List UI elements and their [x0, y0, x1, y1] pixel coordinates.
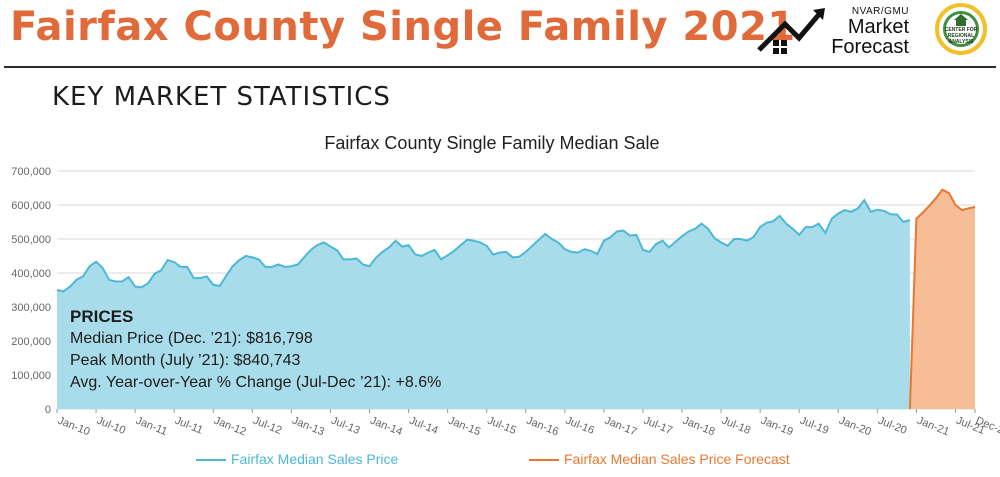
logo-market: Market: [847, 16, 909, 38]
y-tick-label: 600,000: [11, 200, 51, 212]
actual-area-fill: [57, 200, 910, 409]
house-chart-icon: [757, 8, 825, 54]
logo-nvar-gmu: NVAR/GMU: [851, 6, 909, 17]
x-tick-label: Jul-18: [720, 415, 752, 437]
x-tick-label: Jul-15: [486, 415, 518, 437]
page-title: Fairfax County Single Family 2021: [10, 4, 796, 50]
x-tick-label: Jan-20: [837, 415, 873, 439]
x-tick-label: Jul-19: [798, 415, 830, 437]
y-tick-label: 700,000: [11, 166, 51, 178]
badge-inner-ring: [943, 11, 979, 47]
y-tick-label: 300,000: [11, 302, 51, 314]
prices-box: PRICES Median Price (Dec. ’21): $816,798…: [70, 306, 441, 394]
x-tick-label: Jan-11: [134, 415, 169, 438]
median-sale-chart: Fairfax County Single Family Median Sale…: [11, 133, 1000, 467]
center-regional-analysis-badge: CENTER FOR REGIONAL ANALYSIS: [935, 3, 987, 55]
y-tick-label: 500,000: [11, 234, 51, 246]
legend-label-forecast: Fairfax Median Sales Price Forecast: [564, 451, 790, 467]
x-tick-label: Jul-16: [564, 415, 596, 437]
yoy-change-line: Avg. Year-over-Year % Change (Jul-Dec ’2…: [70, 374, 442, 391]
x-tick-label: Jul-14: [407, 415, 439, 437]
actual-series-line: [56, 198, 911, 293]
x-tick-label: Jan-13: [290, 415, 326, 439]
median-price-line: Median Price (Dec. ’21): $816,798: [70, 330, 313, 347]
x-tick-label: Jan-18: [681, 415, 717, 439]
badge-text: CENTER FOR REGIONAL ANALYSIS: [944, 27, 978, 45]
x-tick-label: Jul-17: [642, 415, 674, 437]
forecast-series-line: [908, 188, 976, 410]
peak-month-line: Peak Month (July ’21): $840,743: [70, 352, 301, 369]
chart-title: Fairfax County Single Family Median Sale: [324, 133, 659, 153]
prices-heading: PRICES: [70, 307, 134, 326]
y-tick-label: 200,000: [11, 336, 51, 348]
logo-forecast: Forecast: [831, 36, 909, 58]
house-icon: [954, 14, 968, 26]
x-tick-label: Jan-12: [212, 415, 248, 439]
x-tick-label: Jul-20: [876, 415, 908, 437]
market-forecast-logo: NVAR/GMU Market Forecast: [755, 4, 915, 60]
x-tick-label: Dec-21: [974, 415, 1000, 439]
x-tick-label: Jan-19: [759, 415, 795, 439]
x-tick-label: Jan-15: [447, 415, 483, 439]
x-tick-label: Jul-12: [251, 415, 283, 437]
x-tick-label: Jan-16: [525, 415, 561, 439]
x-tick-label: Jan-21: [915, 415, 951, 439]
y-tick-label: 0: [45, 404, 51, 416]
x-tick-label: Jan-17: [603, 415, 639, 439]
x-tick-label: Jul-13: [329, 415, 361, 437]
y-tick-label: 100,000: [11, 370, 51, 382]
forecast-area-fill: [909, 189, 975, 409]
x-tick-label: Jul-11: [173, 415, 205, 437]
x-tick-label: Jan-14: [368, 415, 404, 439]
header-divider: [4, 66, 996, 68]
x-tick-label: Jan-10: [56, 415, 92, 439]
section-title: KEY MARKET STATISTICS: [52, 82, 391, 112]
x-tick-label: Jul-10: [95, 415, 127, 437]
legend-label-actual: Fairfax Median Sales Price: [231, 451, 399, 467]
y-tick-label: 400,000: [11, 268, 51, 280]
